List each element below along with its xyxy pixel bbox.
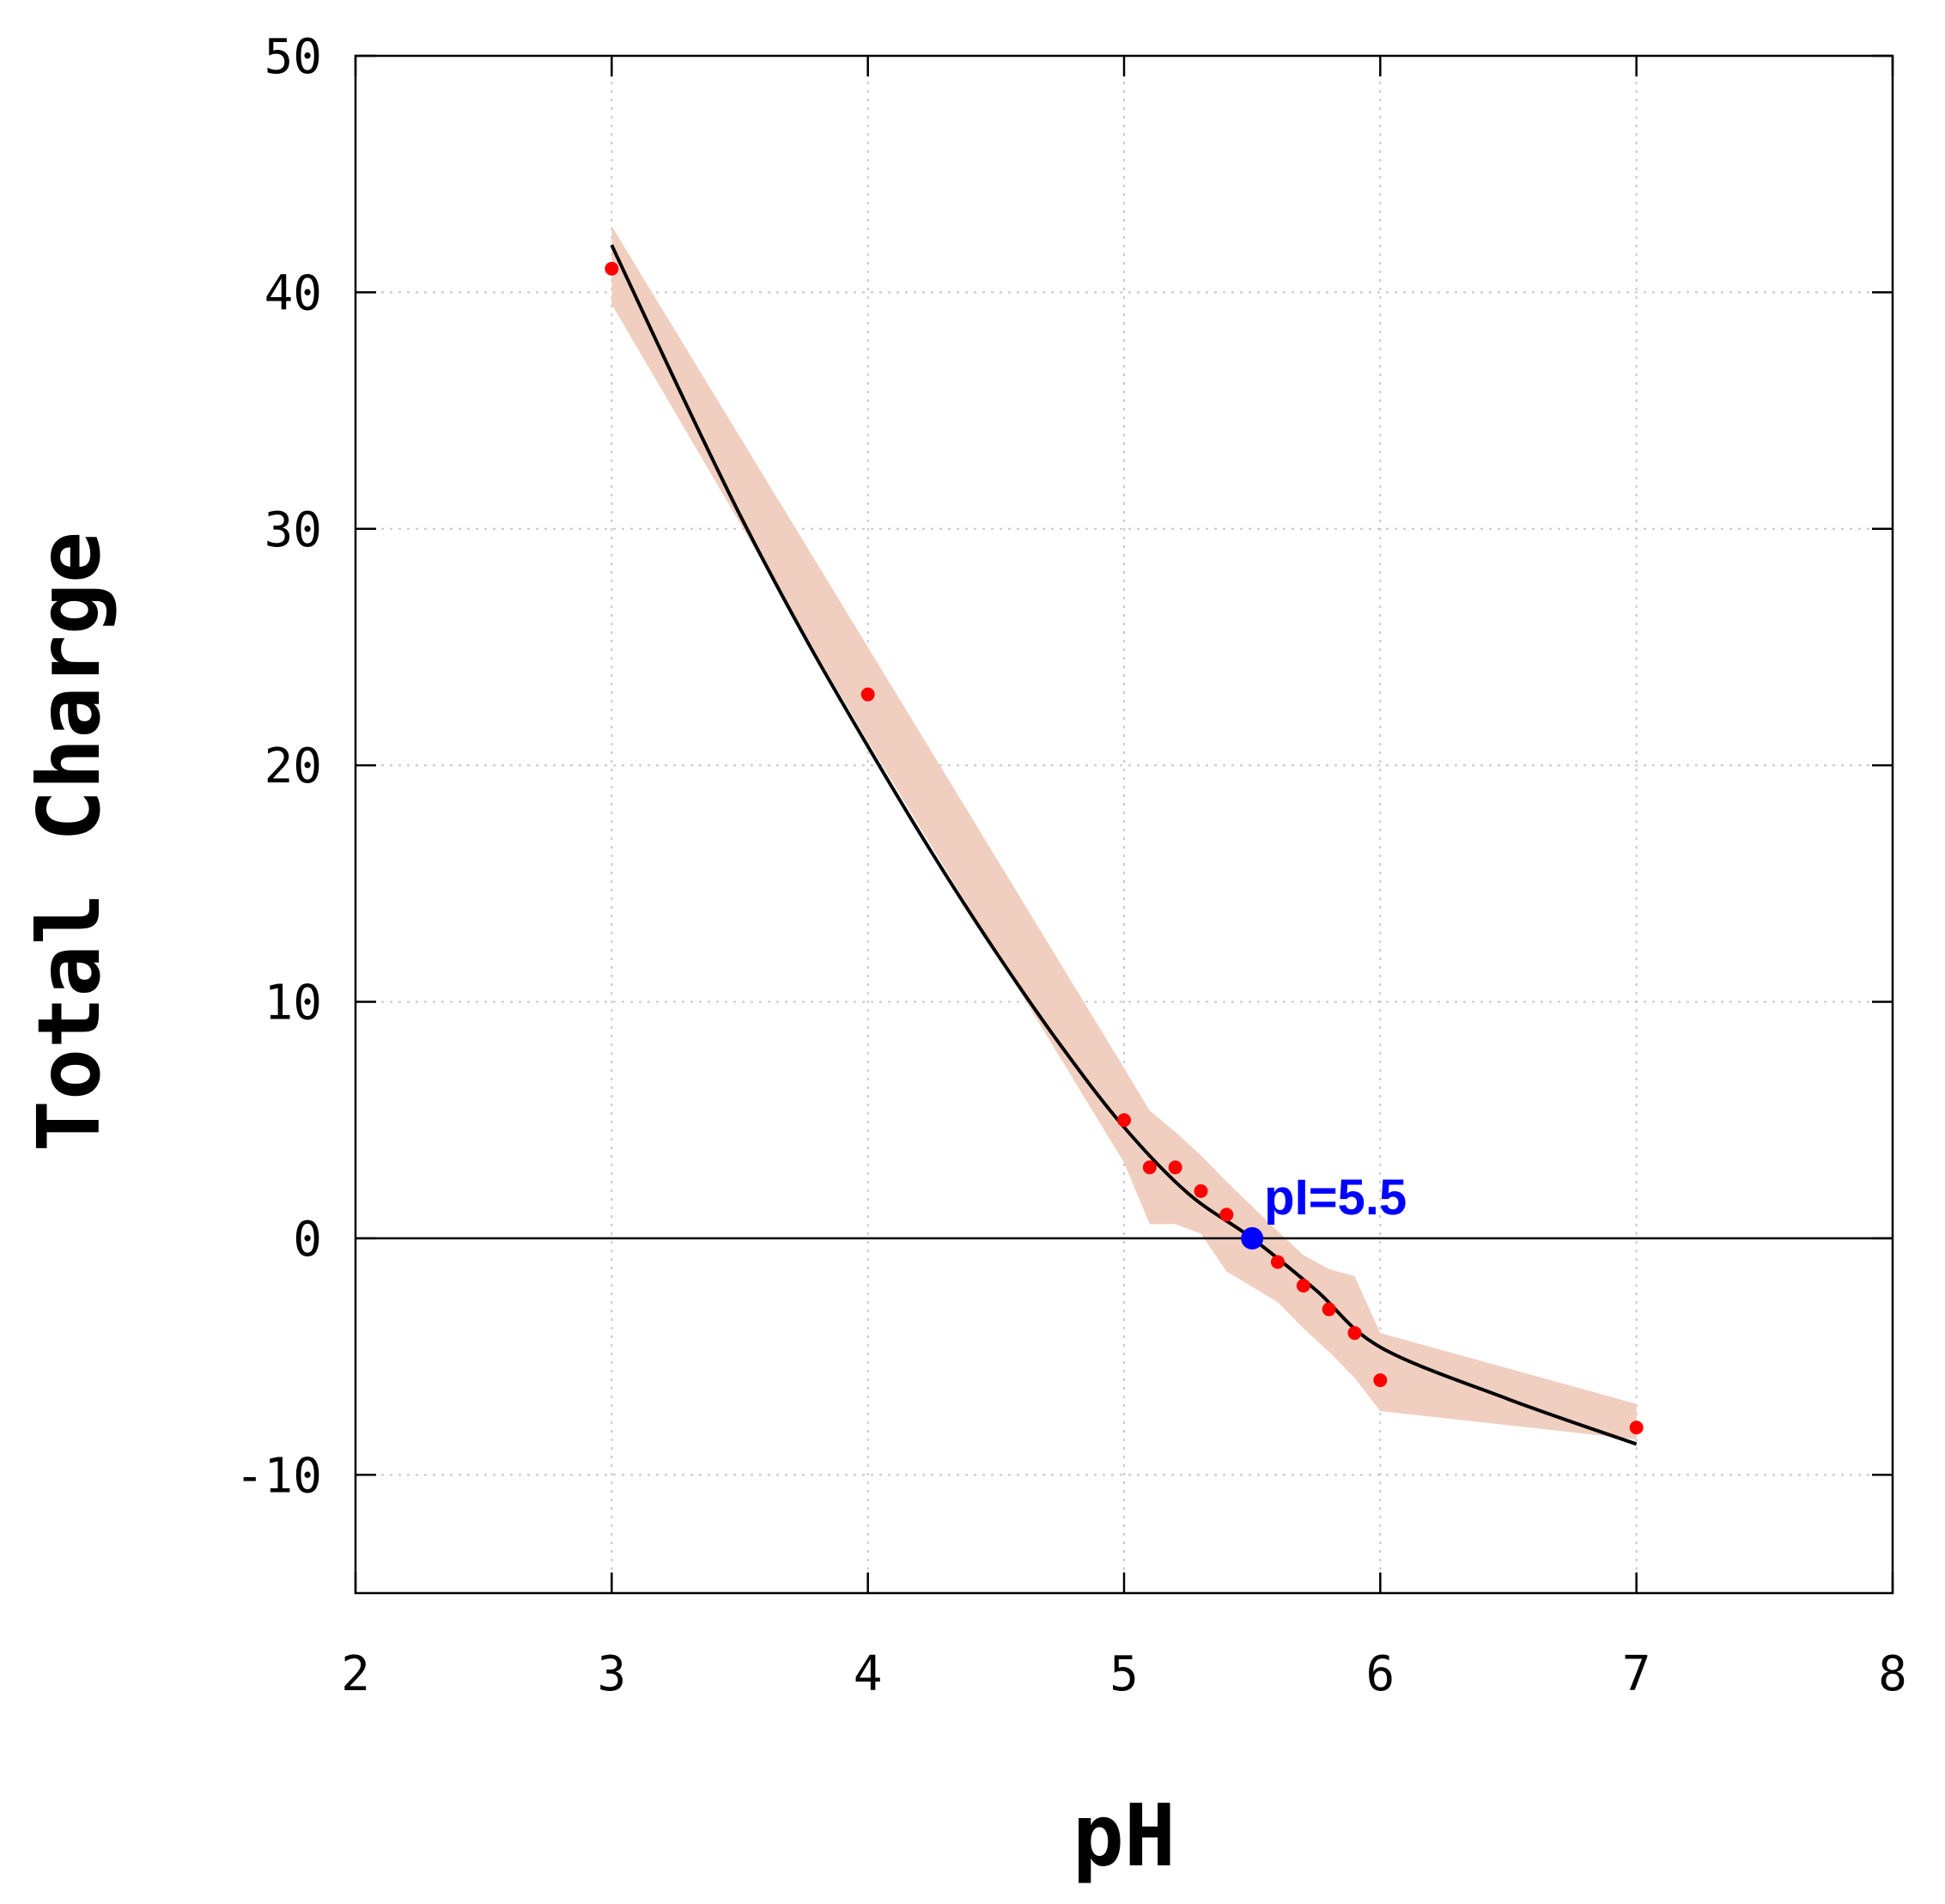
pi-point xyxy=(1241,1226,1264,1250)
y-tick-label: 20 xyxy=(264,739,322,794)
y-tick-label: 40 xyxy=(264,265,322,321)
data-point xyxy=(1347,1326,1362,1341)
y-tick-label: 0 xyxy=(293,1212,322,1268)
x-axis-title: pH xyxy=(1073,1785,1176,1886)
data-points xyxy=(605,261,1644,1435)
y-axis-title: Total Charge xyxy=(19,532,119,1152)
y-tick-label: 10 xyxy=(264,976,322,1031)
x-tick-label: 8 xyxy=(1878,1646,1907,1702)
data-point xyxy=(605,261,619,276)
x-tick-label: 3 xyxy=(597,1646,626,1702)
x-tick-label: 5 xyxy=(1109,1646,1139,1702)
data-point xyxy=(860,687,875,702)
x-tick-label: 7 xyxy=(1622,1646,1651,1702)
data-point xyxy=(1271,1255,1285,1269)
data-point xyxy=(1322,1302,1336,1317)
data-point xyxy=(1629,1420,1644,1435)
data-point xyxy=(1296,1279,1310,1293)
pi-annotation: pI=5.5 xyxy=(1264,1170,1407,1226)
fit-curve-line xyxy=(610,244,1638,1446)
data-point xyxy=(1117,1113,1131,1128)
data-point xyxy=(1219,1207,1234,1222)
data-point xyxy=(1373,1373,1388,1388)
y-tick-label: 50 xyxy=(264,29,322,85)
y-tick-label: 30 xyxy=(264,502,322,558)
data-point xyxy=(1142,1160,1157,1175)
data-point xyxy=(1168,1160,1182,1175)
data-point xyxy=(1194,1183,1208,1198)
tick-labels: 2 3 4 5 6 7 8 -10 0 10 20 30 40 50 xyxy=(235,29,1907,1702)
x-tick-label: 6 xyxy=(1365,1646,1395,1702)
plot-frame xyxy=(354,54,1894,1595)
y-tick-label: -10 xyxy=(235,1448,322,1504)
x-tick-label: 4 xyxy=(854,1646,883,1702)
x-tick-label: 2 xyxy=(341,1646,370,1702)
